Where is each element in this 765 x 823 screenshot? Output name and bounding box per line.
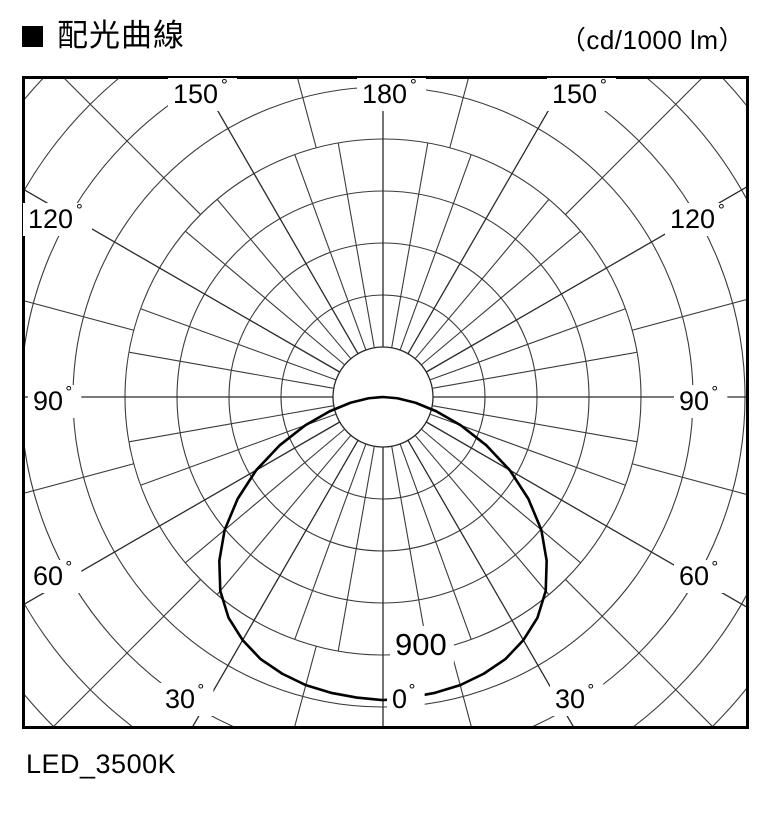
radial-value-label-bg xyxy=(390,626,454,663)
chart-header: 配光曲線 （cd/1000 lm） xyxy=(0,18,765,66)
grid-radial-outer-r75 xyxy=(632,463,746,495)
axis-label-right-60-degree-sign: ° xyxy=(711,558,718,577)
polar-chart-svg: 150 ° 180 ° 150 °120 ° 120 °90 ° 90 °60 ° 60 °30 ° 0 ° 30 °… xyxy=(22,76,749,729)
grid-radial-r160 xyxy=(399,154,472,351)
grid-radial-r140 xyxy=(414,199,550,360)
grid-radial-l30 xyxy=(192,439,359,726)
grid-radial-r20 xyxy=(399,443,472,640)
page-title: 配光曲線 xyxy=(57,18,185,53)
axis-label-top-right-150-degree-sign: ° xyxy=(600,76,607,95)
axis-label-left-120-bg xyxy=(23,203,92,236)
grid-radial-r30 xyxy=(407,439,574,726)
axis-label-right-90-bg xyxy=(674,385,728,418)
distribution-curve xyxy=(218,395,548,702)
axis-label-left-60-degree-sign: ° xyxy=(65,558,72,577)
grid-radial-outer-r105 xyxy=(632,299,746,331)
grid-radial-r10 xyxy=(391,446,429,652)
grid-radial-l100 xyxy=(128,351,334,389)
grid-radial-r110 xyxy=(429,308,626,381)
grid-radial-outer-r135 xyxy=(565,79,702,215)
grid-radial-r100 xyxy=(432,351,638,389)
axis-label-left-90-degree-sign: ° xyxy=(65,383,72,402)
axis-label-top-180-bg xyxy=(357,78,426,111)
axis-label-left-60: 60 xyxy=(33,561,63,591)
axis-label-right-90-degree-sign: ° xyxy=(711,383,718,402)
grid-radial-r40 xyxy=(414,434,550,595)
axis-label-right-90: 90 xyxy=(679,386,709,416)
grid-radial-l50 xyxy=(185,428,346,564)
axis-label-bottom-0-bg xyxy=(387,683,425,716)
grid-radial-r50 xyxy=(420,428,581,564)
axis-label-bottom-left-30-bg xyxy=(160,683,214,716)
axis-label-top-180-degree-sign: ° xyxy=(410,76,417,95)
grid-radial-l110 xyxy=(140,308,337,381)
axis-label-bottom-left-30-degree-sign: ° xyxy=(197,681,204,700)
grid-radial-outer-l105 xyxy=(25,300,134,331)
axis-label-right-60-bg xyxy=(674,560,728,593)
grid-radial-outer-r45 xyxy=(565,579,713,726)
grid-radial-outer-l75 xyxy=(25,463,134,494)
axis-label-left-120-degree-sign: ° xyxy=(76,201,83,220)
axis-label-left-90: 90 xyxy=(33,386,63,416)
axis-label-left-60-bg xyxy=(28,560,82,593)
axis-label-top-left-150: 150 xyxy=(173,79,218,109)
axis-label-left-120: 120 xyxy=(28,204,73,234)
axis-label-left-90-bg xyxy=(28,385,82,418)
title-group: 配光曲線 xyxy=(22,18,185,54)
grid-radial-l10 xyxy=(337,446,375,652)
grid-radial-l40 xyxy=(216,434,352,595)
grid-radial-outer-l135 xyxy=(64,79,201,215)
axis-label-bottom-right-30-bg xyxy=(550,683,604,716)
grid-radial-outer-l165 xyxy=(297,79,317,148)
axis-label-right-120: 120 xyxy=(670,204,715,234)
grid-radial-l80 xyxy=(128,405,334,443)
grid-radial-l160 xyxy=(294,154,367,351)
axis-label-bottom-right-30: 30 xyxy=(555,684,585,714)
grid-radial-l60 xyxy=(25,421,341,605)
axis-label-top-left-150-degree-sign: ° xyxy=(221,76,228,95)
radial-value-label: 900 xyxy=(395,627,447,662)
grid-radial-r170 xyxy=(391,142,429,348)
axis-label-layer: 150 ° 180 ° 150 °120 ° 120 °90 ° 90 °60 ° 60 °30 ° 0 ° 30 °… xyxy=(23,76,734,716)
axis-label-top-right-150: 150 xyxy=(552,79,597,109)
distribution-curve-layer xyxy=(218,395,548,702)
polar-chart: 150 ° 180 ° 150 ° 120 ° 120 ° 90 ° 90 ° 60 ° 60 ° 30 ° 0 ° 30 °… xyxy=(22,76,749,729)
grid-radial-r80 xyxy=(432,405,638,443)
axis-label-right-120-degree-sign: ° xyxy=(718,201,725,220)
axis-label-bottom-0-degree-sign: ° xyxy=(409,681,416,700)
grid-radial-r60 xyxy=(425,421,746,608)
grid-radial-outer-r165 xyxy=(449,79,469,148)
unit-label: （cd/1000 lm） xyxy=(559,25,745,55)
axis-label-right-120-bg xyxy=(665,203,734,236)
grid-radial-l150 xyxy=(198,79,359,355)
grid-radial-r120 xyxy=(425,186,746,373)
grid-radial-outer-l45 xyxy=(53,579,201,726)
grid-radial-r150 xyxy=(407,79,568,355)
grid-radial-l140 xyxy=(216,199,352,360)
axis-label-right-60: 60 xyxy=(679,561,709,591)
lamp-source-label: LED_3500K xyxy=(26,749,177,779)
axis-label-bottom-right-30-degree-sign: ° xyxy=(587,681,594,700)
axis-label-top-left-150-bg xyxy=(168,78,237,111)
grid-radial-r130 xyxy=(420,230,581,366)
axis-label-top-right-150-bg xyxy=(547,78,616,111)
grid-radial-l170 xyxy=(337,142,375,348)
grid-radial-l120 xyxy=(25,189,341,373)
grid-radial-l130 xyxy=(185,230,346,366)
grid-radial-l20 xyxy=(294,443,367,640)
axis-label-bottom-0: 0 xyxy=(392,684,407,714)
axis-label-bottom-left-30: 30 xyxy=(165,684,195,714)
axis-label-top-180: 180 xyxy=(362,79,407,109)
filled-square-icon xyxy=(22,25,43,47)
